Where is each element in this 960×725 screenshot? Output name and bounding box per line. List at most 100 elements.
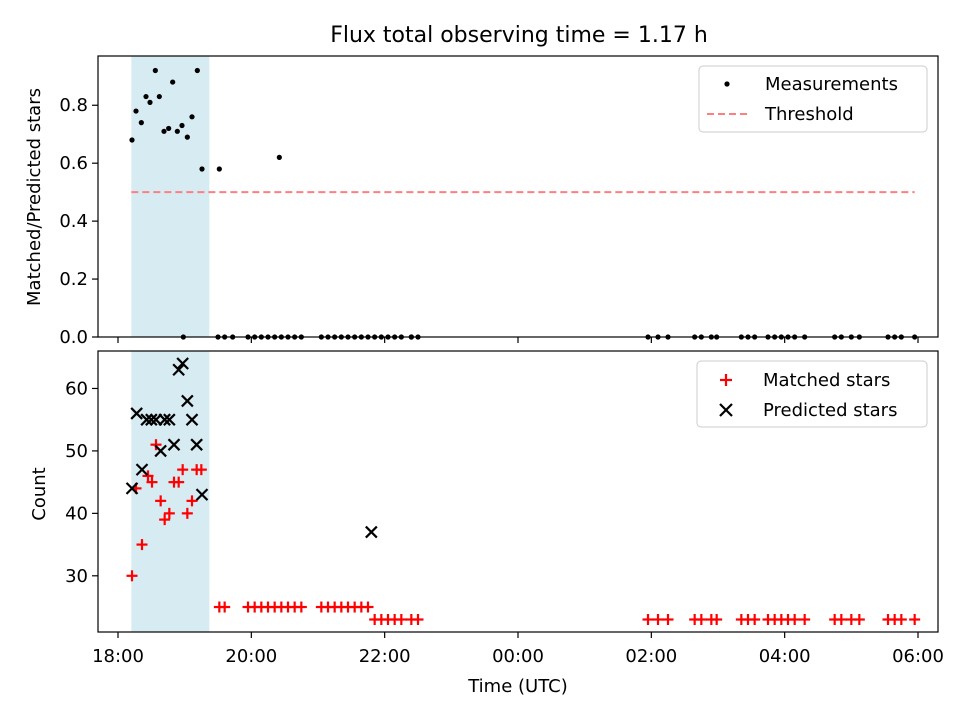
legend-threshold-label: Threshold	[764, 104, 854, 125]
matched-point	[642, 614, 654, 626]
x-tick-label: 06:00	[892, 646, 944, 667]
y-tick-label: 0.0	[59, 327, 88, 348]
matched-point	[295, 601, 307, 613]
measurement-point	[194, 67, 200, 74]
x-tick-label: 00:00	[492, 646, 544, 667]
matched-point	[195, 464, 207, 476]
measurement-point	[199, 166, 205, 172]
predicted-point	[140, 413, 153, 426]
matched-point	[163, 507, 175, 519]
predicted-point	[135, 463, 149, 476]
chart-title: Flux total observing time = 1.17 h	[330, 23, 708, 48]
matched-point	[159, 514, 171, 526]
predicted-point	[190, 438, 203, 451]
y-tick-label: 30	[65, 566, 88, 587]
matched-point	[136, 539, 148, 551]
x-tick-label: 04:00	[759, 646, 811, 667]
x-tick-label: 22:00	[359, 646, 411, 667]
matched-point	[177, 464, 189, 476]
predicted-point	[195, 488, 209, 501]
predicted-point	[172, 363, 185, 377]
measurement-point	[276, 154, 282, 160]
matched-point	[219, 601, 231, 613]
legend-matched-marker	[720, 374, 732, 386]
bottom-y-axis-label: Count	[29, 467, 50, 520]
x-tick-label: 18:00	[92, 646, 144, 667]
measurement-point	[216, 166, 222, 172]
matched-point	[895, 614, 907, 626]
measurement-point	[147, 99, 153, 105]
top-panel-ratio: 0.00.20.40.60.8 Matched/Predicted stars …	[24, 55, 939, 348]
y-tick-label: 0.8	[59, 95, 88, 116]
predicted-point	[145, 413, 158, 426]
series-matched-stars	[126, 439, 921, 626]
measurement-point	[166, 125, 172, 132]
series-predicted-stars	[125, 357, 378, 539]
measurement-point	[133, 108, 139, 114]
matched-point	[749, 614, 761, 626]
predicted-point	[167, 438, 181, 451]
predicted-point	[158, 413, 171, 426]
measurement-point	[170, 79, 176, 85]
predicted-point	[154, 444, 167, 458]
matched-point	[662, 614, 674, 626]
measurement-point	[138, 120, 144, 126]
matched-point	[835, 614, 847, 626]
matched-point	[652, 614, 664, 626]
predicted-point	[125, 482, 139, 495]
matched-point	[412, 614, 424, 626]
y-tick-label: 40	[65, 503, 88, 524]
bottom-panel-counts: 30 40 50 60 18:00 20:00 22:00 00:00 02:00 04:00 06…	[29, 350, 944, 667]
legend-matched-label: Matched stars	[763, 370, 890, 391]
y-tick-label: 0.6	[59, 153, 88, 174]
predicted-point	[130, 407, 143, 420]
y-tick-label: 60	[65, 378, 88, 399]
measurement-point	[161, 128, 167, 134]
matched-point	[362, 601, 374, 613]
measurement-point	[174, 128, 180, 134]
measurement-point	[184, 134, 190, 140]
matched-point	[711, 614, 723, 626]
highlight-band-top	[131, 56, 210, 337]
matched-point	[799, 614, 811, 626]
measurement-point	[156, 93, 162, 100]
measurement-point	[189, 114, 195, 120]
x-tick-label: 02:00	[625, 646, 677, 667]
top-y-axis-label: Matched/Predicted stars	[24, 88, 45, 306]
predicted-point	[176, 357, 189, 370]
matched-point	[789, 614, 801, 626]
matched-point	[181, 507, 193, 519]
top-legend: Measurements Threshold	[698, 65, 928, 133]
legend-predicted-marker	[719, 403, 733, 417]
matched-point	[395, 614, 407, 626]
predicted-point	[185, 413, 199, 426]
highlight-band-bottom	[131, 351, 210, 632]
measurement-point	[179, 122, 185, 129]
legend-measurements-label: Measurements	[765, 74, 898, 95]
matched-point	[155, 495, 167, 507]
predicted-point	[181, 394, 194, 408]
legend-measurements-marker	[724, 81, 730, 87]
matched-point	[853, 614, 865, 626]
matched-point	[126, 570, 138, 582]
predicted-point	[365, 525, 378, 539]
matched-point	[695, 614, 707, 626]
matched-point	[146, 476, 158, 488]
y-tick-label: 0.4	[59, 211, 88, 232]
matched-point	[142, 470, 154, 482]
bottom-legend: Matched stars Predicted stars	[696, 360, 928, 428]
measurement-point	[143, 93, 149, 100]
matched-point	[909, 614, 921, 626]
matched-point	[186, 495, 198, 507]
measurement-point	[129, 137, 135, 143]
x-axis-label: Time (UTC)	[467, 676, 568, 697]
measurement-point	[152, 67, 158, 74]
x-tick-label: 20:00	[225, 646, 277, 667]
matched-point	[150, 439, 162, 451]
y-tick-label: 50	[65, 441, 88, 462]
predicted-point	[163, 413, 176, 426]
matched-point	[173, 476, 185, 488]
y-tick-label: 0.2	[59, 269, 88, 290]
